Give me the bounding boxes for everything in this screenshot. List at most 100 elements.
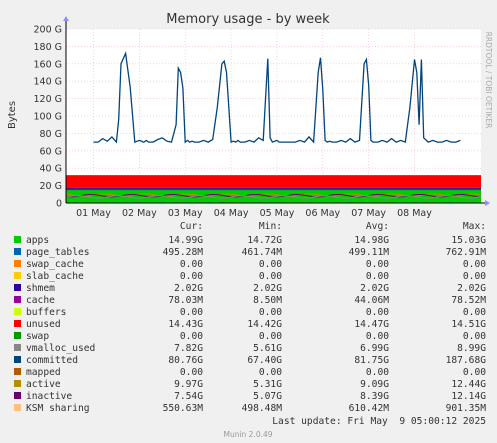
legend-max: 0.00 bbox=[463, 271, 486, 282]
y-axis-arrow bbox=[63, 16, 69, 21]
x-tick-label: 05 May bbox=[260, 208, 295, 219]
stack-band-unused bbox=[66, 175, 481, 188]
legend-avg: 8.39G bbox=[360, 391, 389, 402]
legend-min: 0.00 bbox=[259, 307, 282, 318]
legend-min: 0.00 bbox=[259, 259, 282, 270]
legend-avg: 499.11M bbox=[349, 247, 390, 258]
x-tick-label: 01 May bbox=[76, 208, 111, 219]
legend-max: 2.02G bbox=[457, 283, 486, 294]
legend-avg: 0.00 bbox=[366, 331, 389, 342]
y-tick-label: 180 G bbox=[33, 42, 62, 53]
legend-cur: 0.00 bbox=[180, 307, 203, 318]
munin-version: Munin 2.0.49 bbox=[223, 430, 272, 439]
x-tick-label: 04 May bbox=[214, 208, 249, 219]
legend-cur: 0.00 bbox=[180, 331, 203, 342]
line-vmalloc-used bbox=[65, 195, 481, 199]
legend-min: 2.02G bbox=[253, 283, 282, 294]
y-tick-label: 120 G bbox=[33, 94, 62, 105]
legend-cur: 78.03M bbox=[168, 295, 203, 306]
legend-name: shmem bbox=[26, 283, 55, 294]
legend-swatch bbox=[14, 308, 21, 315]
legend-swatch bbox=[14, 332, 21, 339]
legend-max: 0.00 bbox=[463, 367, 486, 378]
legend-cur: 550.63M bbox=[163, 403, 204, 414]
legend-avg: 0.00 bbox=[366, 307, 389, 318]
legend-header-min: Min: bbox=[259, 221, 282, 232]
legend-name: swap bbox=[26, 331, 49, 342]
legend-cur: 7.82G bbox=[174, 343, 203, 354]
legend-avg: 9.09G bbox=[360, 379, 389, 390]
legend-swatch bbox=[14, 380, 21, 387]
legend-min: 67.40G bbox=[247, 355, 282, 366]
y-tick-label: 100 G bbox=[33, 112, 62, 123]
legend-min: 14.72G bbox=[247, 235, 282, 246]
legend-avg: 0.00 bbox=[366, 367, 389, 378]
legend-cur: 80.76G bbox=[168, 355, 203, 366]
legend-max: 15.03G bbox=[451, 235, 486, 246]
legend-swatch bbox=[14, 296, 21, 303]
x-axis-arrow bbox=[485, 200, 490, 206]
legend-name: inactive bbox=[26, 391, 72, 402]
legend-min: 8.50M bbox=[253, 295, 282, 306]
legend-cur: 14.99G bbox=[168, 235, 203, 246]
legend-cur: 0.00 bbox=[180, 271, 203, 282]
legend-name: unused bbox=[26, 319, 61, 330]
legend-name: vmalloc_used bbox=[26, 343, 95, 354]
rrdtool-watermark: RRDTOOL / TOBI OETIKER bbox=[484, 32, 493, 129]
x-tick-label: 08 May bbox=[397, 208, 432, 219]
legend-avg: 44.06M bbox=[354, 295, 389, 306]
legend-swatch bbox=[14, 404, 21, 411]
legend-avg: 6.99G bbox=[360, 343, 389, 354]
x-tick-label: 06 May bbox=[305, 208, 340, 219]
stack-band-shmem bbox=[66, 187, 481, 190]
legend-cur: 495.28M bbox=[163, 247, 204, 258]
legend-max: 0.00 bbox=[463, 307, 486, 318]
y-tick-label: 140 G bbox=[33, 77, 62, 88]
legend-cur: 7.54G bbox=[174, 391, 203, 402]
plot-area: 0 20 G 40 G 60 G 80 G 100 G 120 G 140 G 160 G 180… bbox=[33, 16, 490, 219]
legend-swatch bbox=[14, 260, 21, 267]
legend-header-max: Max: bbox=[463, 221, 486, 232]
legend-swatch bbox=[14, 272, 21, 279]
x-tick-label: 07 May bbox=[351, 208, 386, 219]
legend: Cur: Min: Avg: Max: apps 14.99G 14.72G 14.98G 15… bbox=[14, 221, 486, 414]
legend-name: KSM sharing bbox=[26, 403, 90, 414]
legend-min: 5.07G bbox=[253, 391, 282, 402]
legend-max: 12.44G bbox=[451, 379, 486, 390]
legend-avg: 2.02G bbox=[360, 283, 389, 294]
legend-name: slab_cache bbox=[26, 271, 84, 282]
legend-name: swap_cache bbox=[26, 259, 84, 270]
line-committed bbox=[93, 51, 461, 144]
legend-max: 187.68G bbox=[446, 355, 487, 366]
legend-swatch bbox=[14, 320, 21, 327]
last-update: Last update: Fri May 9 05:00:12 2025 bbox=[272, 416, 486, 427]
legend-swatch bbox=[14, 392, 21, 399]
legend-min: 498.48M bbox=[242, 403, 283, 414]
y-tick-label: 80 G bbox=[40, 129, 62, 140]
legend-name: cache bbox=[26, 295, 55, 306]
legend-name: apps bbox=[26, 235, 49, 246]
legend-min: 461.74M bbox=[242, 247, 283, 258]
legend-avg: 0.00 bbox=[366, 259, 389, 270]
legend-max: 0.00 bbox=[463, 331, 486, 342]
legend-min: 5.31G bbox=[253, 379, 282, 390]
legend-min: 0.00 bbox=[259, 271, 282, 282]
legend-swatch bbox=[14, 248, 21, 255]
legend-avg: 610.42M bbox=[349, 403, 390, 414]
legend-min: 14.42G bbox=[247, 319, 282, 330]
stack-band-cache bbox=[66, 187, 481, 189]
legend-avg: 81.75G bbox=[354, 355, 389, 366]
legend-name: mapped bbox=[26, 367, 61, 378]
y-tick-label: 40 G bbox=[40, 164, 62, 175]
legend-min: 0.00 bbox=[259, 367, 282, 378]
y-axis-label: Bytes bbox=[7, 101, 18, 129]
legend-avg: 0.00 bbox=[366, 271, 389, 282]
y-tick-label: 60 G bbox=[40, 146, 62, 157]
legend-cur: 9.97G bbox=[174, 379, 203, 390]
legend-min: 5.61G bbox=[253, 343, 282, 354]
legend-cur: 0.00 bbox=[180, 367, 203, 378]
y-tick-label: 160 G bbox=[33, 59, 62, 70]
legend-header-cur: Cur: bbox=[180, 221, 203, 232]
chart-title: Memory usage - by week bbox=[166, 12, 330, 27]
legend-avg: 14.47G bbox=[354, 319, 389, 330]
